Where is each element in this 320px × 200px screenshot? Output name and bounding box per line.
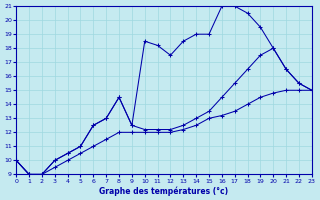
X-axis label: Graphe des températures (°c): Graphe des températures (°c): [100, 186, 228, 196]
